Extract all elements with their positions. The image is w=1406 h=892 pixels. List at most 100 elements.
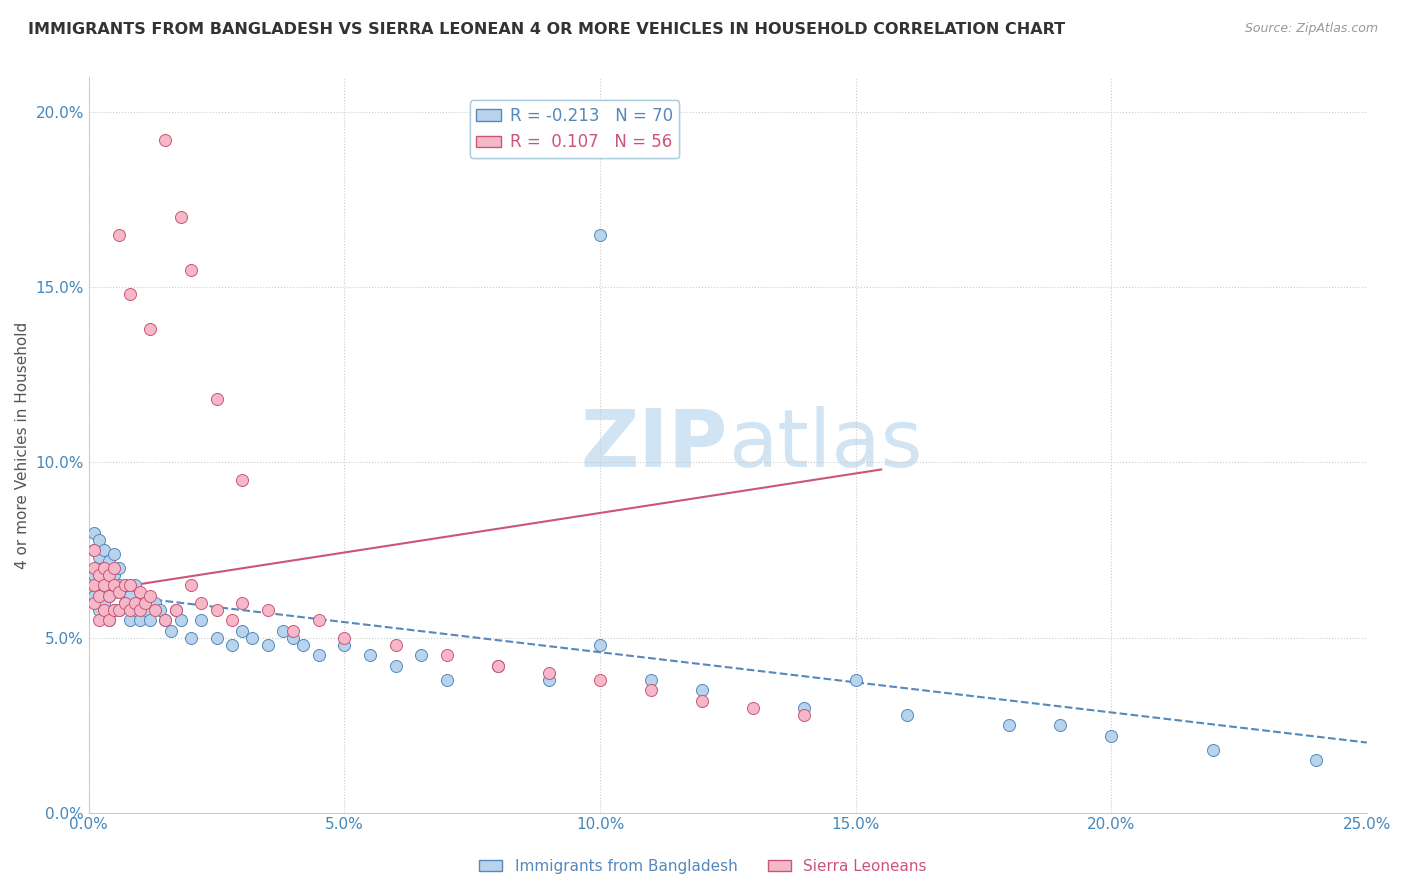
Text: ZIP: ZIP <box>581 406 728 484</box>
Point <box>205 602 228 616</box>
Point <box>114 595 136 609</box>
Point <box>114 595 136 609</box>
Point <box>486 658 509 673</box>
Text: atlas: atlas <box>728 406 922 484</box>
Point <box>83 578 105 592</box>
Point <box>103 602 125 616</box>
Point <box>256 638 278 652</box>
Point <box>589 227 612 242</box>
Y-axis label: 4 or more Vehicles in Household: 4 or more Vehicles in Household <box>15 321 30 568</box>
Point <box>139 613 162 627</box>
Point <box>589 673 612 687</box>
Point <box>93 560 115 574</box>
Point <box>98 589 121 603</box>
Point <box>83 543 105 558</box>
Point <box>129 595 152 609</box>
Legend: Immigrants from Bangladesh, Sierra Leoneans: Immigrants from Bangladesh, Sierra Leone… <box>474 853 932 880</box>
Point <box>155 613 177 627</box>
Point <box>436 648 458 662</box>
Point <box>98 553 121 567</box>
Point <box>271 624 294 638</box>
Text: Source: ZipAtlas.com: Source: ZipAtlas.com <box>1244 22 1378 36</box>
Point <box>742 700 765 714</box>
Point <box>205 631 228 645</box>
Point <box>83 595 105 609</box>
Point <box>170 613 193 627</box>
Point <box>283 631 305 645</box>
Point <box>165 602 187 616</box>
Point <box>108 602 131 616</box>
Point <box>93 595 115 609</box>
Legend: R = -0.213   N = 70, R =  0.107   N = 56: R = -0.213 N = 70, R = 0.107 N = 56 <box>470 101 679 158</box>
Point <box>231 595 253 609</box>
Point <box>129 613 152 627</box>
Point <box>87 560 110 574</box>
Point <box>129 585 152 599</box>
Point <box>256 602 278 616</box>
Point <box>143 595 166 609</box>
Point <box>87 578 110 592</box>
Point <box>333 631 356 645</box>
Point <box>1202 742 1225 756</box>
Point <box>87 613 110 627</box>
Point <box>180 578 202 592</box>
Point <box>436 673 458 687</box>
Point <box>114 578 136 592</box>
Point <box>103 560 125 574</box>
Point <box>1305 753 1327 767</box>
Point <box>118 578 141 592</box>
Point <box>98 567 121 582</box>
Point <box>170 211 193 225</box>
Point <box>87 602 110 616</box>
Point <box>103 567 125 582</box>
Point <box>190 595 212 609</box>
Point <box>205 392 228 407</box>
Point <box>124 602 146 616</box>
Point <box>165 602 187 616</box>
Point <box>793 700 815 714</box>
Point <box>231 624 253 638</box>
Point <box>155 133 177 147</box>
Point <box>98 613 121 627</box>
Point <box>231 473 253 487</box>
Point <box>359 648 381 662</box>
Point <box>124 595 146 609</box>
Point <box>180 263 202 277</box>
Point <box>108 602 131 616</box>
Point <box>242 631 264 645</box>
Point <box>87 533 110 547</box>
Point <box>129 602 152 616</box>
Point <box>108 578 131 592</box>
Point <box>93 578 115 592</box>
Point <box>283 624 305 638</box>
Point <box>409 648 432 662</box>
Point <box>103 602 125 616</box>
Point <box>87 589 110 603</box>
Point <box>384 638 406 652</box>
Point <box>108 560 131 574</box>
Point <box>292 638 315 652</box>
Point <box>118 589 141 603</box>
Point <box>98 613 121 627</box>
Point <box>139 589 162 603</box>
Point <box>134 595 156 609</box>
Point <box>640 673 662 687</box>
Point <box>486 658 509 673</box>
Point <box>221 638 243 652</box>
Point <box>83 543 105 558</box>
Point <box>139 322 162 336</box>
Point <box>103 585 125 599</box>
Point <box>845 673 868 687</box>
Point <box>1049 718 1071 732</box>
Point <box>690 693 713 707</box>
Point <box>221 613 243 627</box>
Point <box>83 525 105 540</box>
Point <box>190 613 212 627</box>
Point <box>93 543 115 558</box>
Point <box>118 287 141 301</box>
Point <box>134 602 156 616</box>
Point <box>103 578 125 592</box>
Point <box>143 602 166 616</box>
Point <box>589 638 612 652</box>
Point <box>998 718 1021 732</box>
